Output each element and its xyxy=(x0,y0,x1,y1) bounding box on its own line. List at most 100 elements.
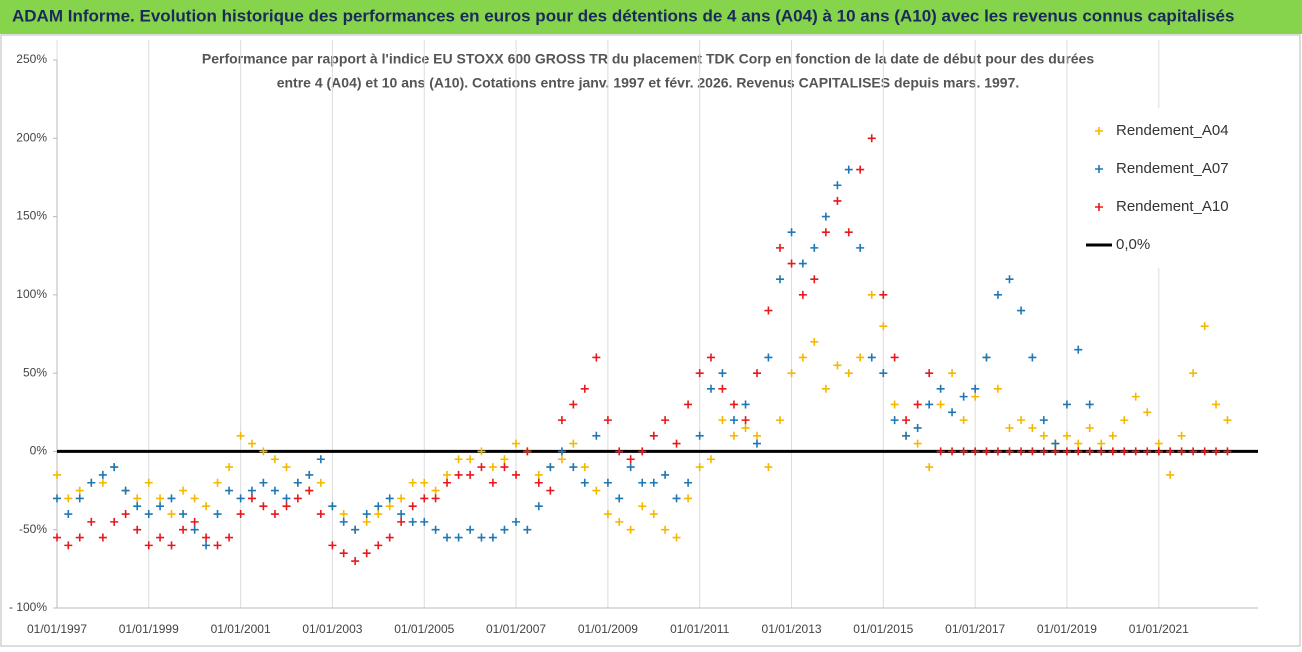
point xyxy=(764,353,773,362)
point xyxy=(1200,447,1209,456)
point xyxy=(844,228,853,237)
point xyxy=(706,455,715,464)
point xyxy=(971,384,980,393)
point xyxy=(167,510,176,519)
point xyxy=(775,416,784,425)
point xyxy=(259,478,268,487)
point xyxy=(339,517,348,526)
point xyxy=(546,486,555,495)
point xyxy=(1097,447,1106,456)
point xyxy=(500,463,509,472)
point xyxy=(1108,447,1117,456)
point xyxy=(718,369,727,378)
point xyxy=(580,384,589,393)
point xyxy=(1097,439,1106,448)
point xyxy=(121,486,130,495)
point xyxy=(844,369,853,378)
point xyxy=(53,470,61,479)
x-tick-label: 01/01/2005 xyxy=(394,622,454,636)
point xyxy=(328,502,337,511)
point xyxy=(948,408,957,417)
point xyxy=(1166,447,1175,456)
point xyxy=(75,494,84,503)
point xyxy=(339,510,348,519)
point xyxy=(741,423,750,432)
point xyxy=(167,541,176,550)
point xyxy=(443,478,452,487)
point xyxy=(993,447,1002,456)
legend-box xyxy=(1075,108,1265,268)
point xyxy=(982,447,991,456)
point xyxy=(787,228,796,237)
point xyxy=(959,447,968,456)
point xyxy=(821,228,830,237)
point xyxy=(1177,431,1186,440)
point xyxy=(75,533,84,542)
point xyxy=(500,455,509,464)
point xyxy=(420,517,429,526)
point xyxy=(867,290,876,299)
point xyxy=(672,494,681,503)
x-tick-label: 01/01/2009 xyxy=(578,622,638,636)
x-tick-label: 01/01/2017 xyxy=(945,622,1005,636)
point xyxy=(925,400,934,409)
point xyxy=(672,533,681,542)
x-tick-label: 01/01/1997 xyxy=(27,622,87,636)
point xyxy=(1017,447,1026,456)
point xyxy=(1177,447,1186,456)
point xyxy=(695,463,704,472)
point xyxy=(752,439,761,448)
point xyxy=(661,470,670,479)
point xyxy=(431,494,440,503)
point xyxy=(270,510,279,519)
point xyxy=(305,486,314,495)
point xyxy=(546,463,555,472)
point xyxy=(706,353,715,362)
chart-subtitle: entre 4 (A04) et 10 ans (A10). Cotations… xyxy=(277,75,1020,91)
point xyxy=(144,478,153,487)
point xyxy=(236,431,245,440)
point xyxy=(856,165,865,174)
point xyxy=(213,478,222,487)
point xyxy=(87,478,96,487)
point xyxy=(362,549,371,558)
point xyxy=(374,541,383,550)
point xyxy=(1051,439,1060,448)
point xyxy=(833,196,842,205)
point xyxy=(752,431,761,440)
point xyxy=(225,486,234,495)
legend: Rendement_A04 Rendement_A07 Rendement_A10 0… xyxy=(1075,108,1265,268)
point xyxy=(110,517,119,526)
point xyxy=(867,353,876,362)
point xyxy=(798,290,807,299)
point xyxy=(316,478,325,487)
point xyxy=(1051,447,1060,456)
point xyxy=(477,447,486,456)
point xyxy=(1143,447,1152,456)
series xyxy=(53,165,1094,550)
point xyxy=(810,243,819,252)
point xyxy=(615,447,624,456)
point xyxy=(328,541,337,550)
point xyxy=(775,243,784,252)
point xyxy=(638,478,647,487)
point xyxy=(156,533,165,542)
point xyxy=(1074,447,1083,456)
point xyxy=(626,455,635,464)
point xyxy=(1017,306,1026,315)
point xyxy=(408,517,417,526)
point xyxy=(936,400,945,409)
point xyxy=(247,439,256,448)
point xyxy=(156,502,165,511)
point xyxy=(512,470,521,479)
point xyxy=(638,502,647,511)
point xyxy=(121,510,130,519)
point xyxy=(890,416,899,425)
point xyxy=(729,416,738,425)
point xyxy=(512,439,521,448)
x-tick-label: 01/01/1999 xyxy=(119,622,179,636)
point xyxy=(98,533,107,542)
point xyxy=(408,502,417,511)
point xyxy=(362,510,371,519)
point xyxy=(638,447,647,456)
